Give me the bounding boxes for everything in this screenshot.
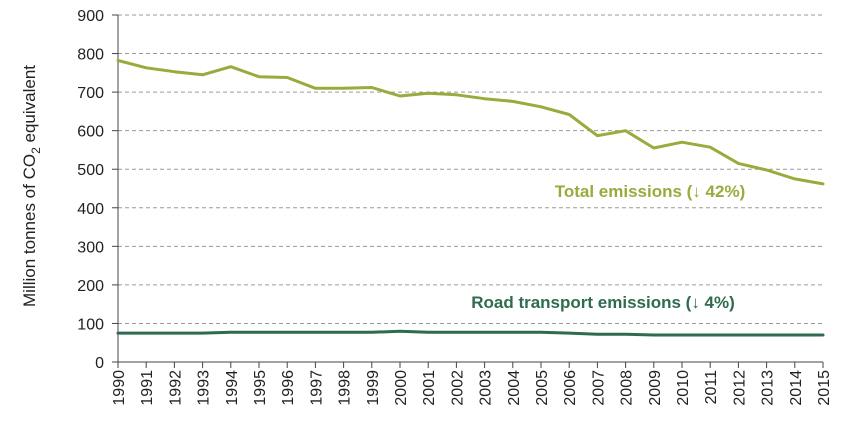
x-tick-label: 2008: [619, 370, 636, 406]
x-tick-label: 2005: [534, 370, 551, 406]
series-lines: [116, 59, 825, 337]
y-tick-label: 200: [77, 278, 104, 295]
x-tick-label: 1998: [337, 370, 354, 406]
y-tick-label: 700: [77, 85, 104, 102]
series-line-total-emissions: [116, 59, 825, 186]
x-tick-labels: 1990 1991 1992 1993 1994 1995 1996 1997 1998 1999…: [111, 370, 833, 406]
x-tick-label: 2013: [760, 370, 777, 406]
y-tick-label: 300: [77, 239, 104, 256]
series-label-total-emissions: Total emissions (↓ 42%): [555, 182, 746, 201]
y-tick-label: 600: [77, 124, 104, 141]
x-tick-label: 2010: [675, 370, 692, 406]
x-tick-label: 1999: [365, 370, 382, 406]
x-tick-label: 2015: [816, 370, 833, 406]
x-tick-label: 1991: [139, 370, 156, 406]
y-tick-label: 400: [77, 201, 104, 218]
x-tick-label: 2000: [393, 370, 410, 406]
x-tick-label: 2001: [421, 370, 438, 406]
y-tick-label: 100: [77, 316, 104, 333]
gridlines: [118, 14, 823, 324]
x-tick-label: 2014: [788, 370, 805, 406]
y-tick-label: 800: [77, 47, 104, 64]
x-tick-label: 1990: [111, 370, 128, 406]
y-tick-label: 0: [95, 355, 104, 372]
y-tick-label: 500: [77, 162, 104, 179]
x-tick-label: 2011: [703, 370, 720, 405]
x-tick-label: 1994: [224, 370, 241, 406]
y-axis-label: Million tonnes of CO2 equivalent: [20, 65, 43, 307]
y-tick-labels: 0 100 200 300 400 500 600 700 800 900: [77, 8, 104, 372]
y-axis-label-subscript: 2: [29, 147, 43, 154]
x-tick-label: 2009: [647, 370, 664, 406]
axes: [112, 14, 824, 368]
x-tick-label: 2007: [590, 370, 607, 406]
x-tick-label: 1995: [252, 370, 269, 406]
x-tick-label: 2006: [562, 370, 579, 406]
y-tick-label: 900: [77, 8, 104, 25]
x-tick-label: 1992: [167, 370, 184, 406]
x-tick-label: 1993: [196, 370, 213, 406]
x-tick-label: 2012: [731, 370, 748, 406]
x-tick-label: 2002: [449, 370, 466, 406]
x-tick-label: 2004: [506, 370, 523, 406]
x-tick-label: 1996: [280, 370, 297, 406]
series-line-road-transport-emissions: [116, 329, 825, 337]
series-label-road-transport-emissions: Road transport emissions (↓ 4%): [471, 293, 735, 312]
x-tick-label: 1997: [308, 370, 325, 406]
x-tick-label: 2003: [478, 370, 495, 406]
